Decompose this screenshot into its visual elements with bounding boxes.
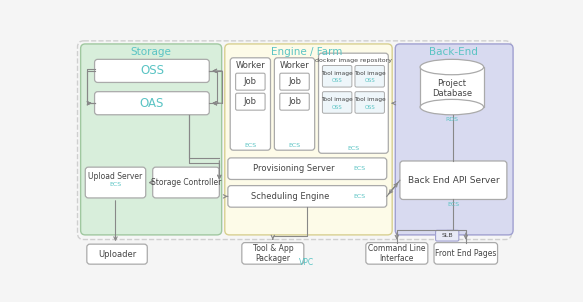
Text: Command Line
Interface: Command Line Interface (368, 244, 426, 263)
FancyBboxPatch shape (434, 243, 497, 264)
FancyBboxPatch shape (242, 243, 304, 264)
FancyBboxPatch shape (436, 230, 459, 241)
Text: OSS: OSS (364, 79, 375, 83)
Text: OSS: OSS (364, 104, 375, 110)
FancyBboxPatch shape (153, 167, 219, 198)
Text: Engine / Farm: Engine / Farm (271, 47, 343, 57)
Text: ECS: ECS (110, 182, 122, 187)
FancyBboxPatch shape (322, 66, 352, 87)
Text: Job: Job (244, 77, 257, 86)
Text: Back End API Server: Back End API Server (408, 176, 499, 185)
FancyBboxPatch shape (225, 44, 392, 235)
Text: Worker: Worker (280, 61, 310, 70)
FancyBboxPatch shape (366, 243, 428, 264)
FancyBboxPatch shape (275, 58, 315, 150)
FancyBboxPatch shape (355, 66, 384, 87)
FancyBboxPatch shape (236, 73, 265, 90)
Text: Tool image: Tool image (321, 71, 353, 76)
Text: Uploader: Uploader (98, 250, 136, 259)
Text: Job: Job (244, 97, 257, 106)
Text: Storage Controller: Storage Controller (151, 178, 221, 187)
Text: OAS: OAS (140, 97, 164, 110)
Text: Provisioning Server: Provisioning Server (253, 164, 335, 173)
Ellipse shape (420, 99, 484, 115)
Text: ECS: ECS (353, 194, 366, 199)
FancyBboxPatch shape (228, 186, 387, 207)
Text: Job: Job (288, 97, 301, 106)
Text: Scheduling Engine: Scheduling Engine (251, 192, 329, 201)
Text: Back-End: Back-End (429, 47, 478, 57)
Text: ECS: ECS (347, 146, 360, 151)
Text: SLB: SLB (441, 233, 453, 238)
FancyBboxPatch shape (230, 58, 271, 150)
FancyBboxPatch shape (355, 92, 384, 113)
FancyBboxPatch shape (322, 92, 352, 113)
FancyBboxPatch shape (80, 44, 222, 235)
Text: OSS: OSS (332, 79, 343, 83)
Ellipse shape (420, 59, 484, 75)
Text: Job: Job (288, 77, 301, 86)
Text: Tool & App
Packager: Tool & App Packager (252, 244, 293, 263)
FancyBboxPatch shape (78, 41, 511, 239)
Text: Project
Database: Project Database (432, 79, 472, 98)
Text: Front End Pages: Front End Pages (435, 249, 497, 258)
Text: ECS: ECS (447, 202, 459, 207)
Bar (420, 67, 484, 107)
Text: ECS: ECS (353, 166, 366, 171)
FancyBboxPatch shape (94, 92, 209, 115)
Text: Storage: Storage (130, 47, 171, 57)
Text: ECS: ECS (289, 143, 301, 148)
FancyBboxPatch shape (400, 161, 507, 200)
FancyBboxPatch shape (236, 93, 265, 110)
FancyBboxPatch shape (280, 93, 309, 110)
FancyBboxPatch shape (228, 158, 387, 179)
Text: Worker: Worker (236, 61, 265, 70)
FancyBboxPatch shape (395, 44, 513, 235)
Text: VPC: VPC (299, 258, 314, 267)
Text: Tool image: Tool image (354, 71, 385, 76)
Text: Tool image: Tool image (354, 97, 385, 102)
FancyBboxPatch shape (87, 244, 147, 264)
Text: ECS: ECS (244, 143, 257, 148)
FancyBboxPatch shape (94, 59, 209, 82)
Text: docker image repository: docker image repository (315, 58, 392, 63)
FancyBboxPatch shape (280, 73, 309, 90)
Text: RDS: RDS (445, 117, 458, 122)
FancyBboxPatch shape (318, 53, 388, 153)
FancyBboxPatch shape (85, 167, 146, 198)
Text: Tool image: Tool image (321, 97, 353, 102)
Text: OSS: OSS (140, 64, 164, 77)
Text: OSS: OSS (332, 104, 343, 110)
Text: Upload Server: Upload Server (89, 172, 143, 181)
